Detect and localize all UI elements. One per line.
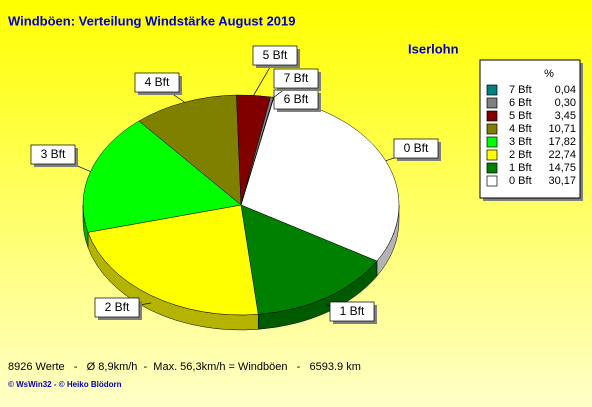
footer: 8926 Werte - Ø 8,9km/h - Max. 56,3km/h =… xyxy=(8,361,361,373)
slice-label: 5 Bft xyxy=(263,48,288,62)
slice-label: 3 Bft xyxy=(41,147,66,161)
legend-swatch xyxy=(486,123,498,135)
legend-value: 0,04 xyxy=(555,84,576,96)
legend-label: 0 Bft xyxy=(509,175,532,187)
slice-label: 0 Bft xyxy=(404,141,429,155)
legend-swatch xyxy=(486,84,498,96)
pie-slice xyxy=(138,94,242,206)
label-box xyxy=(252,45,298,66)
legend-value: 14,75 xyxy=(548,162,576,174)
legend-swatch xyxy=(486,162,498,174)
legend-value: 22,74 xyxy=(548,149,576,161)
legend-swatch xyxy=(486,149,498,161)
legend-value: 10,71 xyxy=(548,123,576,135)
label-box xyxy=(393,138,439,159)
pie-slice xyxy=(82,120,242,233)
pie-slice xyxy=(87,204,259,316)
slice-label: 6 Bft xyxy=(284,92,309,106)
legend-header: % xyxy=(544,68,554,80)
legend-label: 7 Bft xyxy=(509,84,532,96)
label-box xyxy=(94,297,140,318)
legend-value: 17,82 xyxy=(548,136,576,148)
legend-swatch xyxy=(486,175,498,187)
legend-label: 1 Bft xyxy=(509,162,532,174)
slice-label: 4 Bft xyxy=(145,75,170,89)
label-box xyxy=(30,144,76,165)
legend-label: 3 Bft xyxy=(509,136,532,148)
label-box xyxy=(134,72,180,93)
legend-value: 30,17 xyxy=(548,175,576,187)
legend-swatch xyxy=(486,97,498,109)
label-box xyxy=(329,301,375,322)
legend-label: 5 Bft xyxy=(509,110,532,122)
chart-subtitle: Iserlohn xyxy=(408,41,459,56)
label-box xyxy=(273,68,319,89)
slice-label: 1 Bft xyxy=(340,304,365,318)
legend-label: 4 Bft xyxy=(509,123,532,135)
legend-value: 3,45 xyxy=(555,110,576,122)
chart-title: Windböen: Verteilung Windstärke August 2… xyxy=(8,13,296,28)
pie-slice xyxy=(240,204,378,315)
legend-swatch xyxy=(486,110,498,122)
legend-label: 6 Bft xyxy=(509,97,532,109)
legend-label: 2 Bft xyxy=(509,149,532,161)
slice-label: 7 Bft xyxy=(284,71,309,85)
credits: © WsWin32 - © Heiko Blödorn xyxy=(8,380,122,389)
legend-swatch xyxy=(486,136,498,148)
slice-label: 2 Bft xyxy=(105,300,130,314)
legend-value: 0,30 xyxy=(555,97,576,109)
